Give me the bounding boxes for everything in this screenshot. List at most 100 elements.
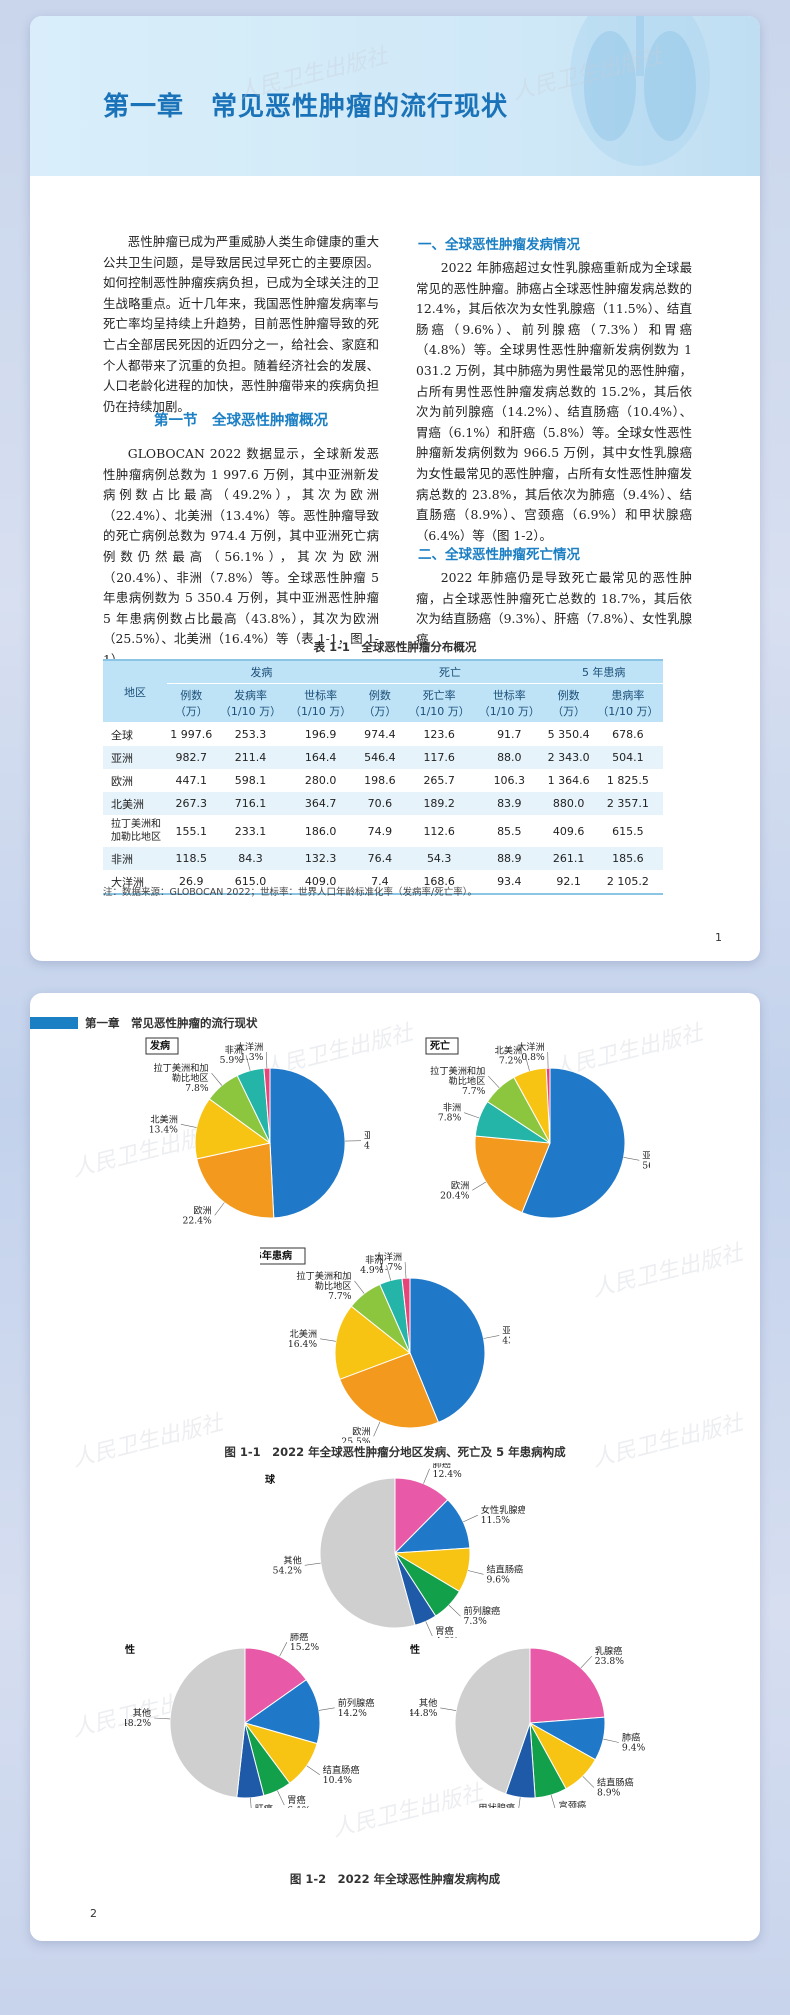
pie-label: 北美洲 16.4%: [288, 1328, 317, 1350]
pie-slice-5: [454, 1647, 531, 1795]
table-cell: 北美洲: [103, 792, 167, 815]
pie-label: 拉丁美洲和加勒比地区 7.7%: [430, 1065, 485, 1097]
table-row: 欧洲 447.1 598.1 280.0 198.6 265.7 106.3 1…: [103, 769, 663, 792]
chapter-title: 第一章 常见恶性肿瘤的流行现状: [103, 92, 509, 122]
table-cell: 117.6: [404, 746, 475, 769]
table-cell: 447.1: [175, 774, 207, 787]
table-cell: 716.1: [215, 792, 286, 815]
pie-leader-line: [603, 1738, 619, 1743]
table-cell: 546.4: [355, 746, 405, 769]
pie-label: 非洲 4.9%: [360, 1254, 384, 1276]
pie-label: 其他48.2%: [125, 1707, 151, 1729]
table-header: 死亡率（1/10 万）: [404, 683, 475, 723]
pie-leader-line: [518, 1797, 521, 1808]
table-cell: 189.2: [404, 792, 475, 815]
pie-label: 亚洲56.1%: [642, 1150, 650, 1171]
pie-label: 拉丁美洲和加勒比地区 7.8%: [153, 1062, 208, 1094]
table-cell: 全球: [111, 728, 133, 742]
table-cell: 168.6: [404, 870, 475, 895]
watermark: 人民卫生出版社: [589, 1410, 746, 1473]
pie-slice-5: [545, 1067, 551, 1144]
incidence-paragraph: 2022 年肺癌超过女性乳腺癌重新成为全球最常见的恶性肿瘤。肺癌占全球恶性肿瘤发…: [416, 260, 692, 543]
pie-leader-line: [304, 1562, 321, 1566]
table-row: 大洋洲 26.9 615.0 409.0 7.4 168.6 93.4 92.1…: [103, 870, 663, 895]
pie-slice-0: [529, 1647, 606, 1724]
pie-leader-line: [154, 1717, 171, 1720]
pie-leader-line: [211, 1073, 223, 1086]
pie-label: 亚洲43.8%: [502, 1325, 510, 1346]
table-cell: 70.6: [355, 792, 405, 815]
table-cell: 5 350.4: [547, 728, 590, 741]
pie-leader-line: [279, 1642, 288, 1657]
book-page-2: 第一章 常见恶性肿瘤的流行现状 人民卫生出版社 人民卫生出版社 人民卫生出版社 …: [30, 993, 760, 1941]
chapter-banner: 第一章 常见恶性肿瘤的流行现状: [30, 16, 760, 176]
table-cell: 54.3: [404, 847, 475, 870]
pie-slice-0: [521, 1067, 626, 1219]
pie-label: 结直肠癌 10.4%: [323, 1764, 360, 1786]
pie-leader-line: [320, 1338, 336, 1342]
table-cell: 982.7: [167, 746, 216, 769]
table-cell: 欧洲: [111, 774, 133, 788]
pie-label: 非洲 7.8%: [438, 1102, 462, 1124]
table-cell: 88.0: [474, 746, 545, 769]
pie-leader-line: [214, 1202, 225, 1216]
table-note: 注：数据来源：GLOBOCAN 2022；世标率：世界人口年龄标准化率（发病率/…: [103, 887, 478, 898]
pie-leader-line: [245, 1055, 251, 1071]
pie-label: 其他 54.2%: [273, 1554, 302, 1576]
table-cell: 拉丁美洲和加勒比地区: [111, 819, 161, 843]
pie-title: 全球: [265, 1473, 276, 1486]
table-cell: 118.5: [167, 847, 216, 870]
table-cell: 26.9: [167, 870, 216, 895]
table-cell: 76.4: [355, 847, 405, 870]
anatomy-illustration: [570, 16, 710, 166]
pie-leader-line: [318, 1707, 335, 1711]
table-cell: 598.1: [234, 774, 267, 787]
table-cell: 92.1: [544, 870, 593, 895]
pie-label: 其他 44.8%: [410, 1697, 438, 1719]
pie-slice-2: [334, 1305, 412, 1380]
pie-leader-line: [623, 1157, 640, 1161]
table-cell: 880.0: [544, 792, 593, 815]
pie-title: 女性: [410, 1643, 420, 1656]
running-head-bar: [30, 1017, 78, 1029]
pie-leader-line: [483, 1335, 500, 1339]
pie-title-box: [425, 1037, 459, 1055]
pie-leader-line: [266, 1052, 268, 1069]
pie-label: 宫颈癌6.9%: [559, 1799, 587, 1808]
table-caption: 表 1-1 全球恶性肿瘤分布概况: [313, 640, 477, 654]
table-header: 5 年患病: [544, 659, 663, 684]
pie-title-box: [260, 1247, 306, 1265]
pie-label: 大洋洲 1.3%: [236, 1041, 264, 1063]
pie-leader-line: [448, 1604, 461, 1617]
pie-title: 死亡: [430, 1039, 450, 1052]
table-row: 北美洲 267.3 716.1 364.7 70.6 189.2 83.9 88…: [103, 792, 663, 815]
pie-label: 乳腺癌 23.8%: [595, 1645, 624, 1667]
mortality-paragraph: 2022 年肺癌仍是导致死亡最常见的恶性肿瘤，占全球恶性肿瘤死亡总数的 18.7…: [416, 570, 692, 647]
table-cell: 84.3: [215, 847, 286, 870]
pie-title: 发病: [149, 1039, 170, 1052]
table-cell: 2 105.2: [592, 870, 663, 895]
table-header: 世标率（1/10 万）: [474, 683, 545, 723]
table-cell: 409.6: [552, 824, 585, 838]
pie-title: 男性: [125, 1643, 135, 1656]
table-cell: 非洲: [103, 847, 167, 870]
table-row: 非洲 118.5 84.3 132.3 76.4 54.3 88.9 261.1…: [103, 847, 663, 870]
pie-label: 非洲 5.9%: [220, 1044, 244, 1066]
pie-slice-1: [196, 1142, 275, 1219]
table-header: 发病: [167, 659, 356, 684]
table-cell: 185.6: [592, 847, 663, 870]
watermark: 人民卫生出版社: [69, 1410, 226, 1473]
pie-label: 大洋洲 0.8%: [517, 1041, 545, 1063]
table-header: 例数（万）: [544, 683, 593, 723]
table-header: 例数（万）: [167, 683, 216, 723]
table-cell: 132.3: [285, 847, 356, 870]
table-cell: 大洋洲: [103, 870, 167, 895]
pie-slice-2: [194, 1098, 272, 1160]
table-cell: 93.4: [474, 870, 545, 895]
table-header: 地区: [103, 659, 167, 723]
pie-slice-5: [169, 1647, 246, 1799]
table-cell: 198.6: [364, 774, 396, 787]
pie-leader-line: [464, 1112, 480, 1119]
